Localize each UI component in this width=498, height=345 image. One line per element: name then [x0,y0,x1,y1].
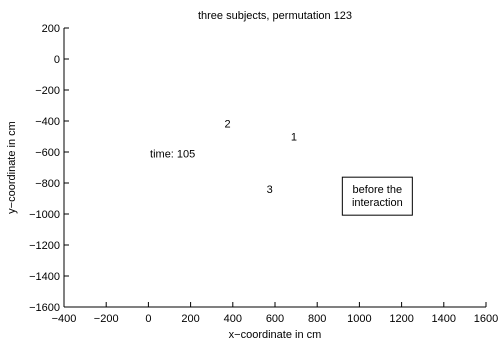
data-point-3: 3 [267,184,273,196]
x-tick-label: 600 [266,313,284,325]
x-axis-title: x−coordinate in cm [229,329,322,341]
data-point-2: 2 [224,118,230,130]
x-tick-label: 0 [145,313,151,325]
axes: −400 −200 0 200 400 600 800 1000 1200 1400 1600 200… [29,23,498,325]
y-tick-label: −1400 [29,271,60,283]
annotation-line: interaction [352,197,403,209]
chart-title: three subjects, permutation 123 [198,10,352,22]
annotation-box [341,176,413,216]
x-tick-label: 1200 [389,313,413,325]
y-tick-label: −1200 [29,240,60,252]
annotation-time: time: 105 [150,149,195,161]
x-tick-label: −400 [52,313,77,325]
x-tick-label: 1000 [347,313,371,325]
x-tick-label: 1600 [474,313,498,325]
x-tick-label: 800 [308,313,326,325]
x-tick-label: 200 [181,313,199,325]
y-tick-label: 200 [42,23,60,35]
annotation-line: before the [353,184,403,196]
x-tick-label: 1400 [432,313,456,325]
y-tick-label: −400 [35,116,60,128]
y-tick-label: −1600 [29,302,60,314]
x-tick-label: 400 [224,313,242,325]
data-point-1: 1 [291,132,297,144]
y-tick-label: 0 [54,54,60,66]
y-tick-label: −800 [35,178,60,190]
y-tick-label: −1000 [29,209,60,221]
y-tick-label: −200 [35,85,60,97]
y-axis-title: y−coordinate in cm [6,121,18,214]
y-tick-label: −600 [35,147,60,159]
x-tick-label: −200 [94,313,119,325]
